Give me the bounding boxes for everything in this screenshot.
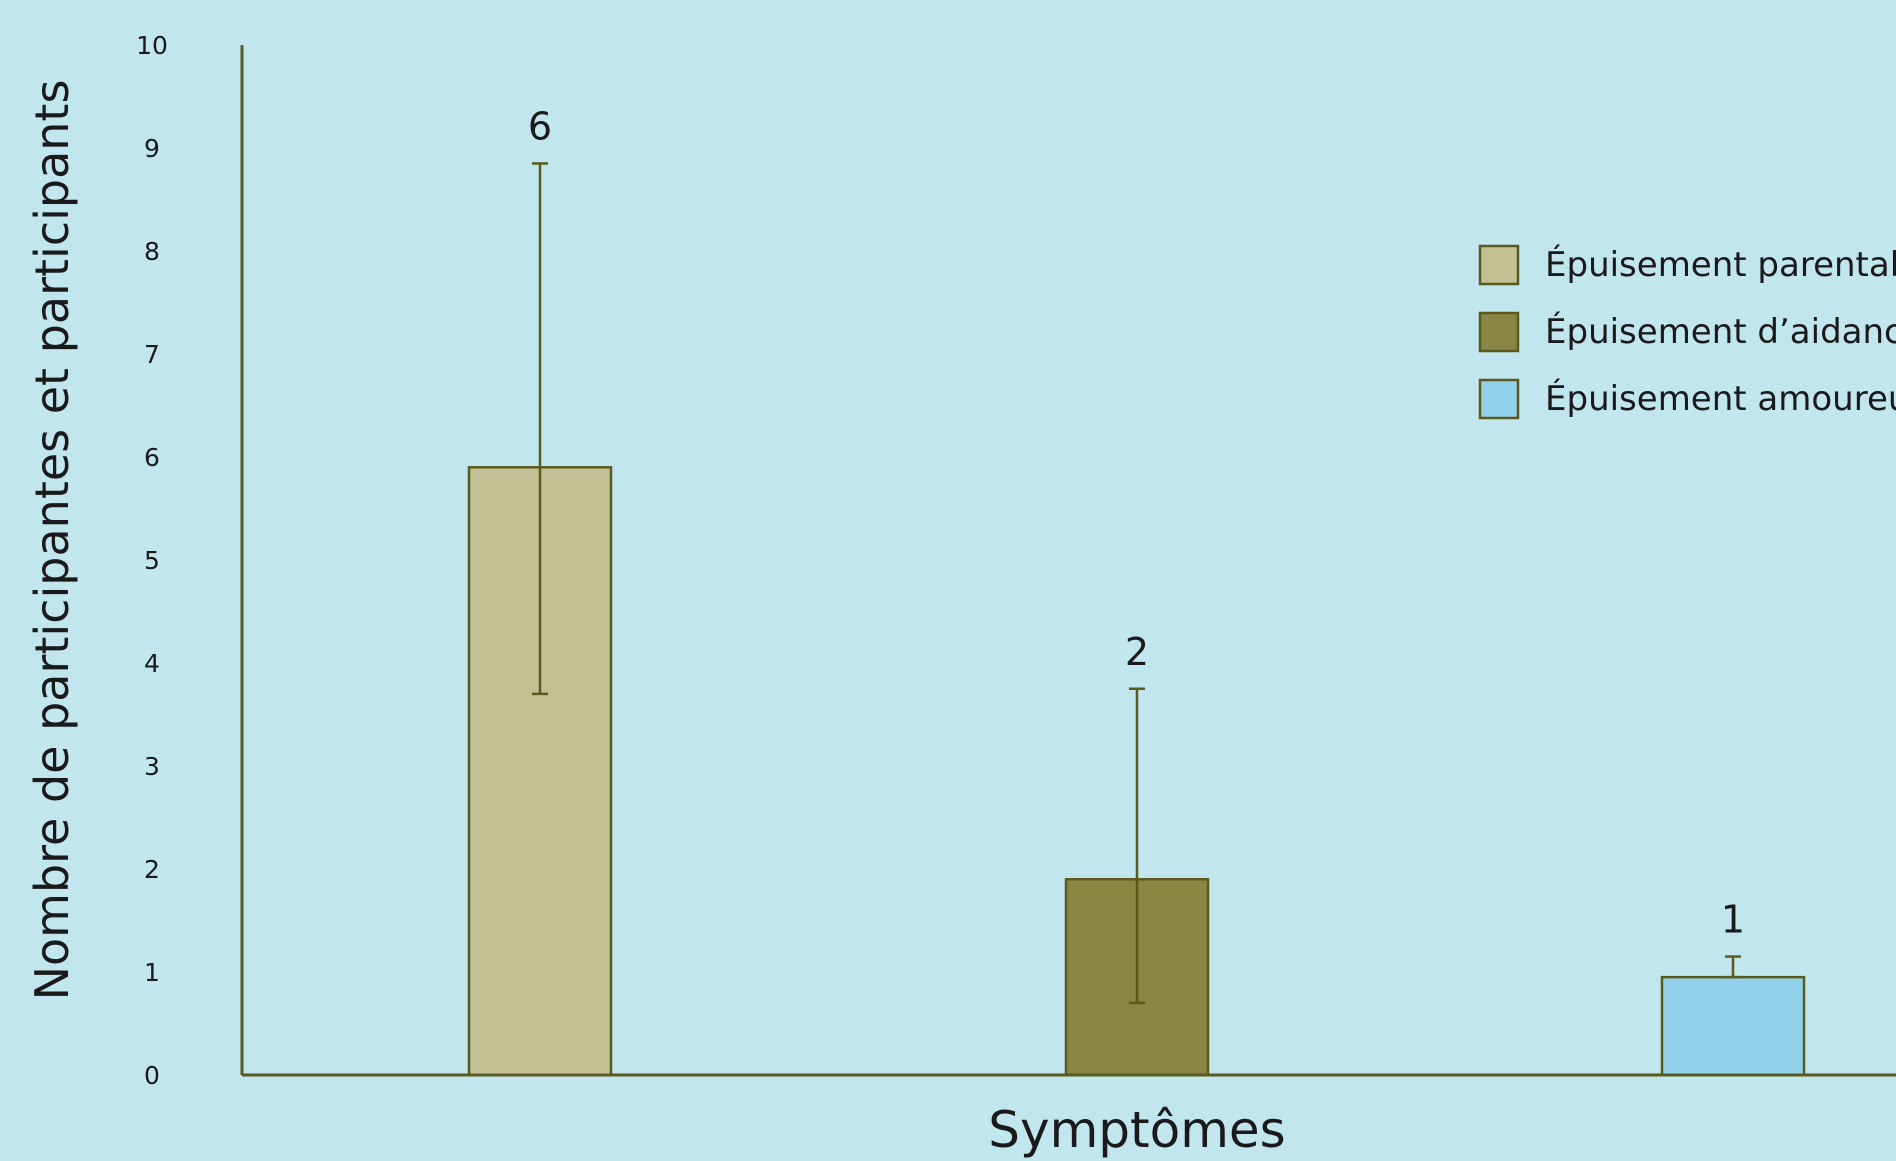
y-tick-label: 6	[144, 443, 160, 472]
y-tick-label: 0	[144, 1061, 160, 1090]
y-tick-label: 7	[144, 340, 160, 369]
legend-label-1: Épuisement parental	[1545, 244, 1896, 285]
legend-swatch-2	[1478, 311, 1520, 353]
data-label-3: 1	[1721, 898, 1745, 942]
y-tick-label: 5	[144, 546, 160, 575]
y-tick-label: 2	[144, 855, 160, 884]
legend-label-2: Épuisement d’aidance	[1545, 311, 1896, 352]
y-tick-label: 4	[144, 649, 160, 678]
legend-swatch-3	[1478, 378, 1520, 420]
y-tick-label: 1	[144, 958, 160, 987]
y-tick-label: 10	[136, 31, 168, 60]
data-label-2: 2	[1125, 630, 1149, 674]
legend-swatch-1	[1478, 244, 1520, 286]
bar-3	[1660, 975, 1806, 1077]
y-tick-label: 3	[144, 752, 160, 781]
legend-label-3: Épuisement amoureux	[1545, 378, 1896, 419]
data-label-1: 6	[528, 104, 552, 148]
y-tick-label: 9	[144, 134, 160, 163]
y-tick-label: 8	[144, 237, 160, 266]
y-axis-title: Nombre de participantes et participants	[25, 80, 79, 1001]
x-axis-title: Symptômes	[988, 1101, 1286, 1159]
